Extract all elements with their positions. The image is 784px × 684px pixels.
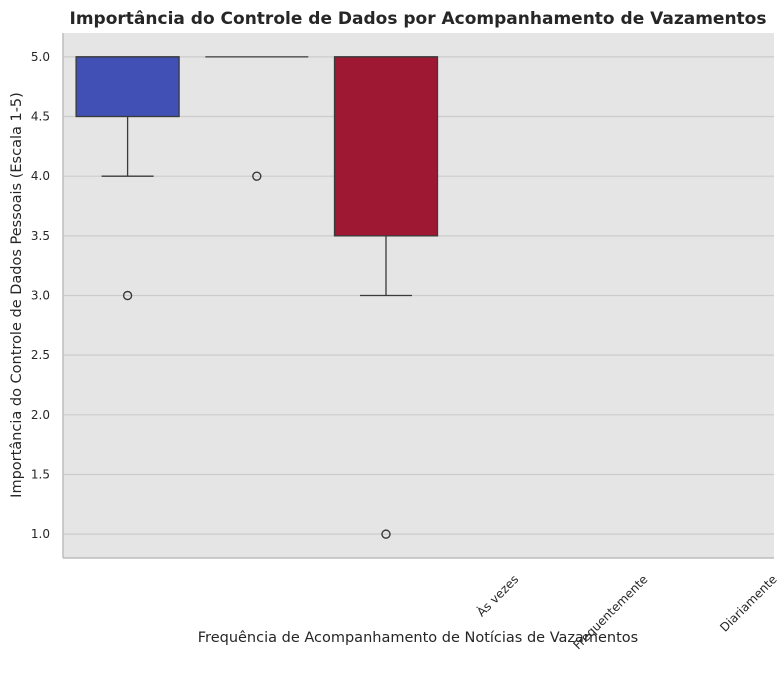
y-tick-label: 3.0: [31, 289, 50, 303]
outlier-point: [381, 529, 391, 539]
y-tick-label: 3.5: [31, 229, 50, 243]
y-tick-labels: 1.0 1.5 2.0 2.5 3.0 3.5 4.0 4.5 5.0: [31, 50, 50, 541]
x-tick-label: Às vezes: [473, 572, 521, 620]
box-group: [75, 56, 180, 301]
y-tick-label: 1.0: [31, 527, 50, 541]
y-tick-label: 2.5: [31, 348, 50, 362]
box-group: [205, 56, 309, 181]
box: [75, 56, 180, 118]
x-tick-label: Diariamente: [717, 572, 779, 634]
box-group: [333, 56, 439, 539]
axis-spines: [62, 33, 774, 559]
box-series: [75, 56, 439, 539]
y-tick-label: 2.0: [31, 408, 50, 422]
x-axis-label: Frequência de Acompanhamento de Notícias…: [198, 630, 638, 646]
chart-title: Importância do Controle de Dados por Aco…: [70, 9, 767, 29]
box: [333, 56, 439, 237]
outlier-point: [122, 290, 133, 301]
outlier-point: [252, 171, 262, 181]
y-tick-label: 1.5: [31, 467, 50, 481]
y-tick-label: 4.5: [31, 110, 50, 124]
y-axis-label: Importância do Controle de Dados Pessoai…: [9, 92, 25, 498]
y-tick-label: 4.0: [31, 169, 50, 183]
y-tick-label: 5.0: [31, 50, 50, 64]
